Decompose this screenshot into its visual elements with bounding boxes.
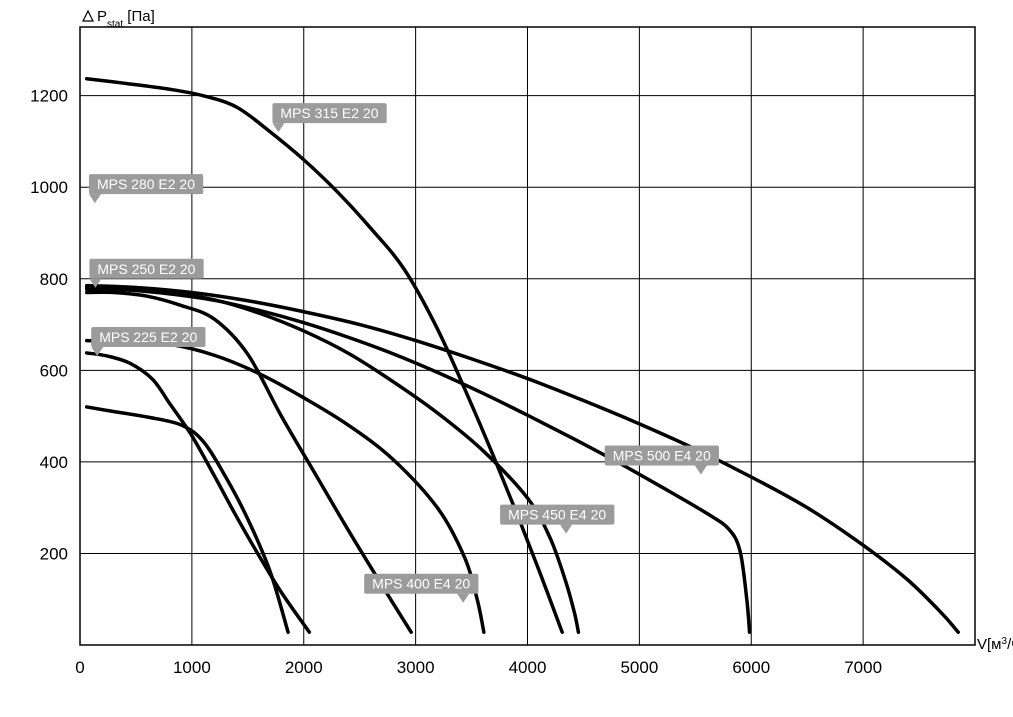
- svg-text:400: 400: [40, 453, 68, 472]
- svg-text:7000: 7000: [844, 658, 882, 677]
- svg-text:MPS 400 E4 20: MPS 400 E4 20: [372, 576, 470, 592]
- svg-text:MPS 225 E2 20: MPS 225 E2 20: [99, 329, 197, 345]
- svg-text:600: 600: [40, 361, 68, 380]
- label-mps-400-e4-20: MPS 400 E4 20: [364, 574, 478, 603]
- svg-text:0: 0: [75, 658, 84, 677]
- svg-text:2000: 2000: [285, 658, 323, 677]
- curve-mps-315-e2-20: [87, 79, 562, 632]
- svg-text:200: 200: [40, 544, 68, 563]
- curve-mps-225-e2-20: [87, 407, 288, 632]
- svg-text:1000: 1000: [30, 178, 68, 197]
- svg-text:MPS 250 E2 20: MPS 250 E2 20: [97, 261, 195, 277]
- chart-svg: 0 1000 2000 3000 4000 5000 6000 7000 200 400 600 80…: [0, 0, 1013, 717]
- label-mps-280-e2-20: MPS 280 E2 20: [89, 174, 203, 203]
- svg-text:1000: 1000: [173, 658, 211, 677]
- label-mps-450-e4-20: MPS 450 E4 20: [500, 505, 614, 534]
- svg-text:800: 800: [40, 270, 68, 289]
- label-mps-315-e2-20: MPS 315 E2 20: [272, 103, 386, 132]
- svg-text:3000: 3000: [397, 658, 435, 677]
- svg-text:V[м3/ч]: V[м3/ч]: [977, 636, 1013, 654]
- label-mps-250-e2-20: MPS 250 E2 20: [89, 259, 203, 288]
- svg-text:6000: 6000: [732, 658, 770, 677]
- svg-text:MPS 280 E2 20: MPS 280 E2 20: [97, 176, 195, 192]
- svg-text:4000: 4000: [509, 658, 547, 677]
- fan-performance-chart: 0 1000 2000 3000 4000 5000 6000 7000 200 400 600 80…: [0, 0, 1013, 717]
- curve-mps-560-e4-20: [87, 286, 959, 633]
- svg-text:MPS 315 E2 20: MPS 315 E2 20: [280, 105, 378, 121]
- svg-text:5000: 5000: [620, 658, 658, 677]
- label-mps-500-e4-20: MPS 500 E4 20: [605, 446, 719, 475]
- label-mps-225-e2-20: MPS 225 E2 20: [91, 327, 205, 356]
- svg-text:1200: 1200: [30, 87, 68, 106]
- svg-text:MPS 450 E4 20: MPS 450 E4 20: [508, 507, 606, 523]
- svg-text:MPS 500 E4 20: MPS 500 E4 20: [613, 448, 711, 464]
